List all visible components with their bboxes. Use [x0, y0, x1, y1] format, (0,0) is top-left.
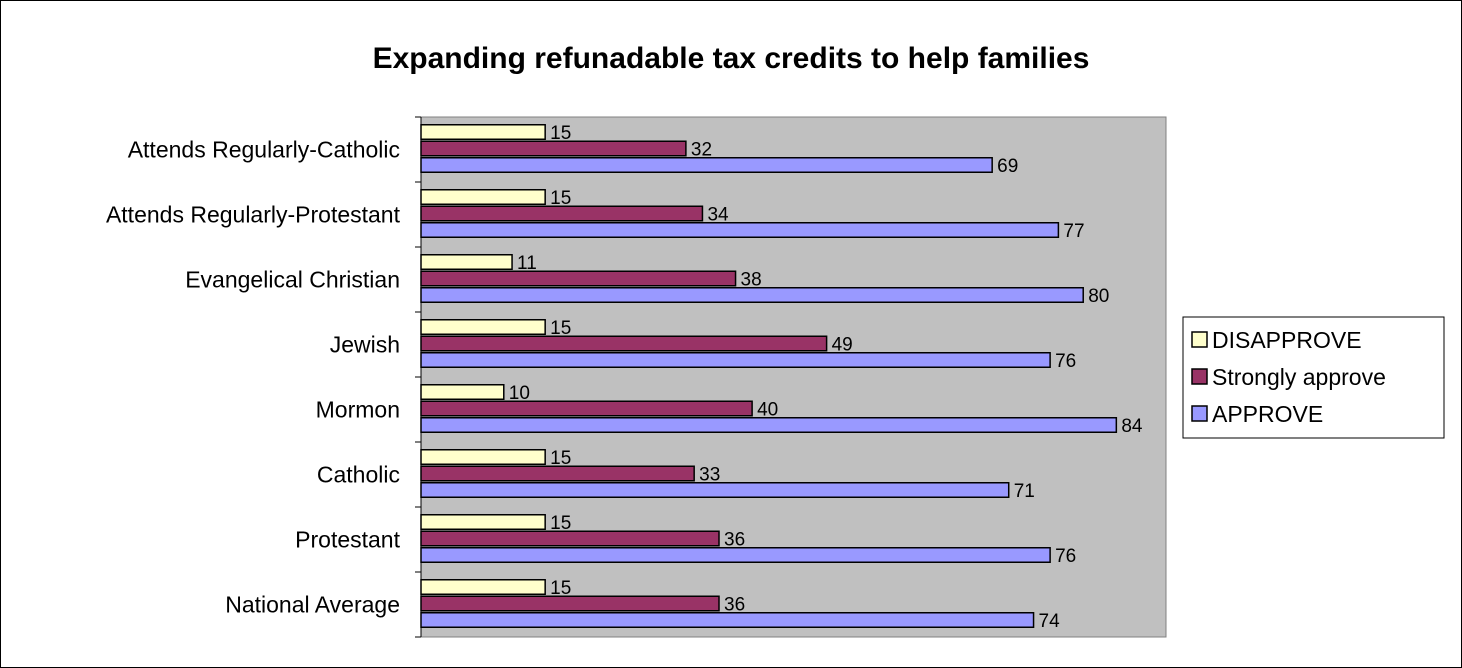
bar — [420, 352, 1051, 368]
category-label: Protestant — [295, 527, 400, 553]
data-label: 15 — [550, 318, 571, 339]
bar — [420, 612, 1035, 628]
bar — [420, 270, 737, 287]
data-label: 15 — [550, 188, 571, 209]
bar — [420, 400, 753, 417]
chart-title: Expanding refunadable tax credits to hel… — [373, 42, 1090, 75]
legend: DISAPPROVE Strongly approve APPROVE — [1182, 316, 1445, 439]
data-label: 40 — [757, 400, 778, 421]
data-label: 49 — [832, 335, 853, 356]
legend-swatch — [1191, 368, 1208, 385]
data-label: 15 — [550, 448, 571, 469]
category-label: Mormon — [316, 397, 400, 423]
data-label: 80 — [1088, 286, 1109, 307]
data-label: 36 — [724, 530, 745, 551]
data-label: 33 — [699, 465, 720, 486]
category-label: Evangelical Christian — [185, 267, 400, 293]
bar — [420, 319, 546, 335]
data-label: 76 — [1055, 546, 1076, 567]
bar — [420, 157, 993, 173]
category-label: Attends Regularly-Protestant — [106, 202, 401, 228]
bar — [420, 205, 704, 222]
data-label: 32 — [691, 140, 712, 161]
category-axis: Attends Regularly-Catholic Attends Regula… — [106, 116, 422, 638]
data-label: 15 — [550, 123, 571, 144]
bar — [420, 140, 687, 157]
legend-box — [1182, 316, 1445, 439]
legend-label: APPROVE — [1212, 401, 1323, 427]
legend-swatch — [1191, 405, 1208, 422]
legend-label: Strongly approve — [1212, 364, 1386, 390]
bar — [420, 547, 1051, 563]
bar — [420, 514, 546, 530]
data-label: 15 — [550, 578, 571, 599]
bar — [420, 530, 720, 547]
bar — [420, 384, 505, 400]
category-label: Catholic — [317, 462, 400, 488]
bar — [420, 482, 1010, 498]
legend-label: DISAPPROVE — [1212, 327, 1362, 353]
bar — [420, 465, 695, 482]
bar — [420, 222, 1060, 238]
bar — [420, 449, 546, 465]
bar — [420, 579, 546, 595]
data-label: 71 — [1014, 481, 1035, 502]
bar — [420, 287, 1084, 303]
bar — [420, 124, 546, 140]
bars-layer: 15 32 69 15 34 77 11 38 80 15 49 76 10 40 84 15 33 71 15 36… — [420, 123, 1143, 632]
data-label: 84 — [1121, 416, 1143, 437]
bar — [420, 189, 546, 205]
category-label: National Average — [225, 592, 400, 618]
data-label: 11 — [517, 253, 537, 274]
category-label: Jewish — [330, 332, 400, 358]
data-label: 77 — [1063, 221, 1084, 242]
legend-swatch — [1191, 331, 1208, 348]
data-label: 74 — [1039, 611, 1061, 632]
data-label: 10 — [509, 383, 530, 404]
data-label: 38 — [741, 270, 762, 291]
data-label: 69 — [997, 156, 1018, 177]
bar — [420, 254, 513, 270]
category-label: Attends Regularly-Catholic — [128, 137, 400, 163]
bar — [420, 417, 1118, 433]
bar — [420, 595, 720, 612]
data-label: 76 — [1055, 351, 1076, 372]
data-label: 15 — [550, 513, 571, 534]
data-label: 34 — [707, 205, 729, 226]
data-label: 36 — [724, 595, 745, 616]
bar — [420, 335, 828, 352]
